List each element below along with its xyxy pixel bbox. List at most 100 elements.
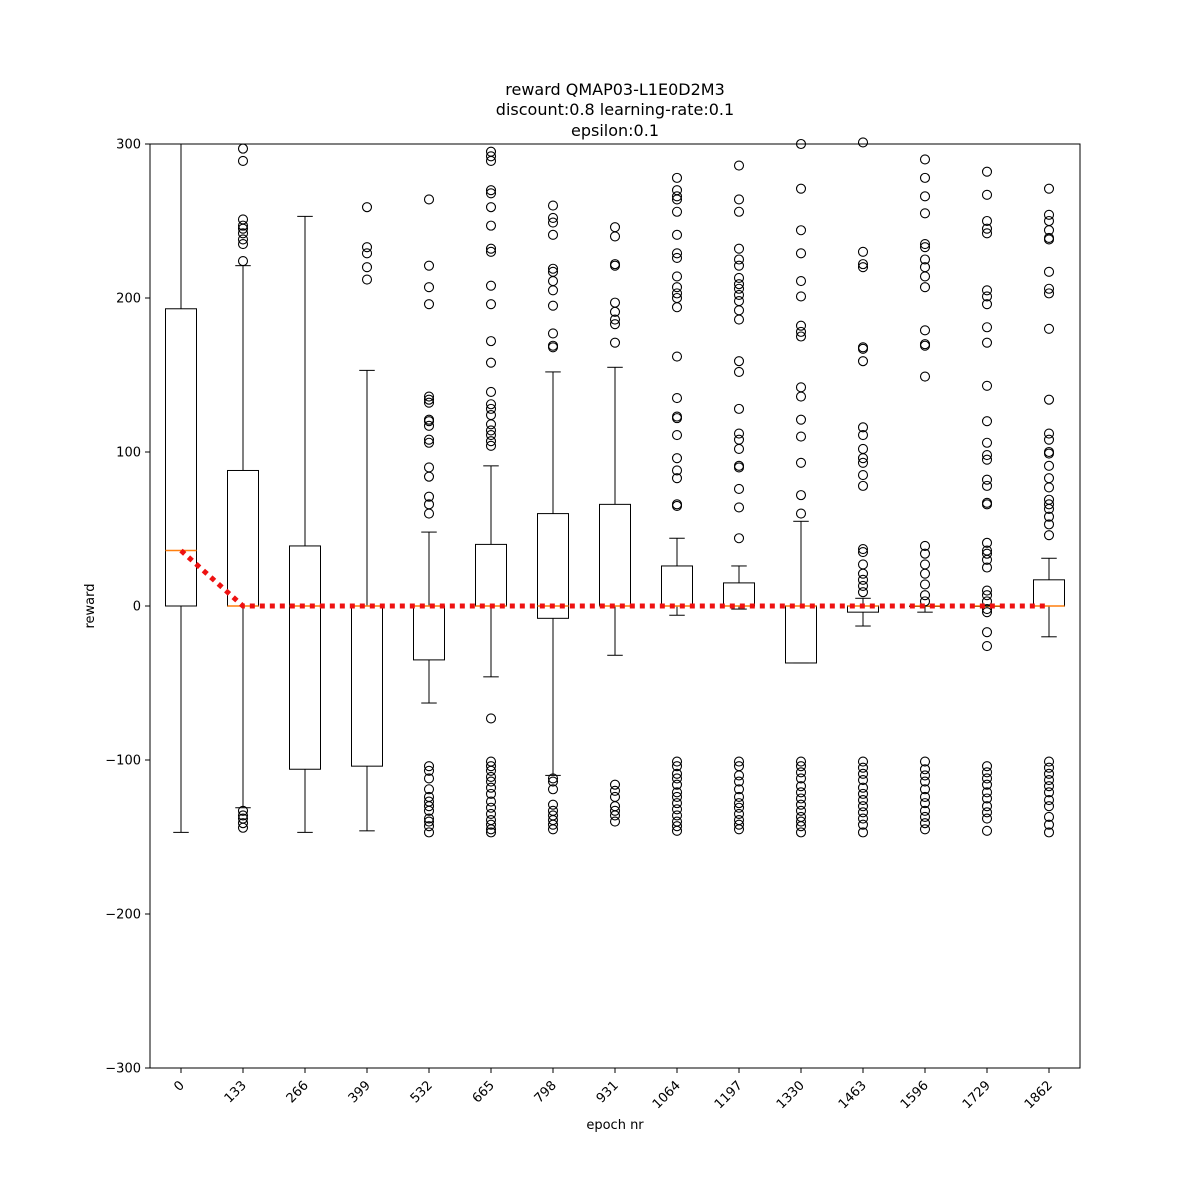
flier-point bbox=[919, 811, 931, 823]
flier-point bbox=[1043, 446, 1055, 458]
flier-point bbox=[919, 590, 931, 601]
flier-point bbox=[857, 246, 869, 257]
flier-point bbox=[795, 183, 807, 194]
flier-point bbox=[919, 540, 931, 551]
flier-point bbox=[485, 713, 497, 724]
flier-point bbox=[857, 574, 869, 585]
flier-point bbox=[547, 300, 559, 311]
flier-point bbox=[547, 263, 559, 274]
chart-title-line-3: epsilon:0.1 bbox=[571, 121, 659, 140]
box-body bbox=[475, 543, 507, 607]
flier-point bbox=[981, 480, 993, 491]
flier-point bbox=[1043, 232, 1055, 243]
flier-point bbox=[733, 194, 745, 205]
flier-point bbox=[485, 243, 497, 254]
flier-point bbox=[981, 787, 993, 798]
flier-point bbox=[981, 545, 993, 556]
flier-point bbox=[981, 813, 993, 824]
flier-point bbox=[609, 805, 621, 816]
flier-point bbox=[795, 391, 807, 402]
flier-point bbox=[671, 191, 683, 202]
flier-point bbox=[237, 255, 249, 267]
flier-point bbox=[919, 568, 931, 579]
flier-point bbox=[733, 283, 745, 294]
flier-point bbox=[547, 266, 559, 277]
y-axis-label: reward bbox=[83, 583, 98, 628]
x-tick-label: 1596 bbox=[898, 1078, 932, 1112]
flier-point bbox=[237, 143, 249, 154]
chart-title-line-2: discount:0.8 learning-rate:0.1 bbox=[496, 100, 734, 119]
flier-point bbox=[237, 805, 249, 816]
flier-point bbox=[857, 762, 869, 773]
median-trend bbox=[179, 548, 1049, 609]
flier-point bbox=[485, 440, 497, 451]
flier-point bbox=[237, 228, 249, 239]
flier-point bbox=[485, 336, 497, 347]
y-tick-label: −100 bbox=[105, 754, 141, 769]
flier-point bbox=[1043, 428, 1055, 439]
x-tick-label: 1330 bbox=[774, 1078, 808, 1112]
flier-point bbox=[981, 474, 993, 485]
flier-point bbox=[547, 799, 559, 810]
box-body bbox=[165, 308, 197, 607]
flier-point bbox=[671, 393, 683, 404]
flier-point bbox=[671, 351, 683, 362]
flier-point bbox=[733, 770, 745, 781]
flier-point bbox=[1043, 482, 1055, 493]
flier-point bbox=[795, 382, 807, 393]
flier-point bbox=[485, 765, 497, 776]
flier-point bbox=[671, 810, 683, 821]
flier-point bbox=[237, 234, 249, 245]
flier-point bbox=[919, 371, 931, 382]
flier-point bbox=[485, 280, 497, 291]
flier-point bbox=[485, 802, 497, 813]
flier-point bbox=[795, 225, 807, 236]
flier-point bbox=[671, 185, 683, 196]
box-931 bbox=[599, 222, 631, 827]
flier-point bbox=[547, 824, 559, 835]
flier-point bbox=[361, 202, 373, 213]
flier-point bbox=[919, 579, 931, 590]
flier-point bbox=[547, 776, 559, 787]
flier-point bbox=[981, 437, 993, 448]
flier-point bbox=[795, 756, 807, 767]
flier-point bbox=[1043, 781, 1055, 792]
flier-point bbox=[919, 770, 931, 781]
flier-point bbox=[423, 508, 435, 519]
flier-point bbox=[733, 272, 745, 284]
x-tick-label: 931 bbox=[594, 1078, 622, 1106]
box-1862 bbox=[1033, 183, 1065, 838]
box-0 bbox=[165, 143, 197, 833]
axes: −300 −200 −100 0 100 200 300 0 133 266 399 532 665 79… bbox=[105, 138, 1056, 1113]
flier-point bbox=[485, 299, 497, 310]
flier-point bbox=[981, 801, 993, 812]
flier-point bbox=[981, 291, 993, 302]
flier-point bbox=[361, 274, 373, 285]
flier-point bbox=[733, 160, 745, 171]
flier-point bbox=[857, 430, 869, 441]
flier-point bbox=[485, 761, 497, 772]
y-tick-label: −300 bbox=[105, 1062, 141, 1077]
box-body bbox=[1033, 579, 1065, 607]
flier-point bbox=[981, 825, 993, 836]
flier-point bbox=[547, 229, 559, 240]
flier-point bbox=[733, 356, 745, 367]
flier-point bbox=[857, 356, 869, 367]
flier-point bbox=[485, 409, 497, 421]
flier-point bbox=[423, 761, 435, 772]
flier-point bbox=[733, 260, 745, 271]
x-tick-label: 266 bbox=[284, 1078, 312, 1106]
flier-point bbox=[423, 816, 435, 827]
flier-point bbox=[1043, 183, 1055, 194]
flier-point bbox=[1043, 473, 1055, 484]
flier-point bbox=[857, 782, 869, 793]
flier-point bbox=[485, 151, 497, 162]
flier-point bbox=[485, 776, 497, 787]
flier-point bbox=[919, 254, 931, 265]
flier-point bbox=[1043, 819, 1055, 830]
flier-point bbox=[671, 768, 683, 779]
flier-point bbox=[671, 229, 683, 240]
flier-point bbox=[671, 473, 683, 484]
flier-point bbox=[981, 761, 993, 772]
